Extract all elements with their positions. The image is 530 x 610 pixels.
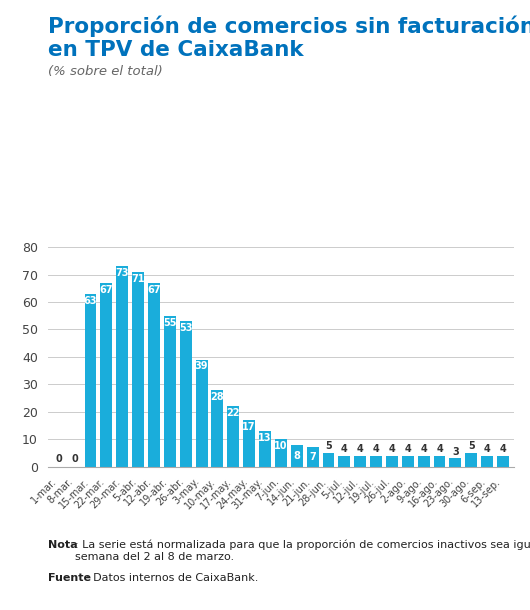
Text: : La serie está normalizada para que la proporción de comercios inactivos sea ig: : La serie está normalizada para que la … (75, 540, 530, 562)
Text: 28: 28 (210, 392, 224, 401)
Bar (307, 448, 319, 467)
Text: 5: 5 (325, 441, 332, 451)
Text: 4: 4 (420, 444, 427, 454)
Text: 13: 13 (258, 433, 272, 443)
Bar (132, 272, 144, 467)
Text: 4: 4 (388, 444, 395, 454)
Bar (481, 456, 493, 467)
Text: 71: 71 (131, 274, 145, 284)
Bar (116, 266, 128, 467)
Text: 39: 39 (195, 362, 208, 371)
Bar (434, 456, 446, 467)
Text: 10: 10 (274, 441, 288, 451)
Bar (449, 459, 461, 467)
Text: 4: 4 (404, 444, 411, 454)
Text: 4: 4 (341, 444, 348, 454)
Bar (85, 294, 96, 467)
Text: 63: 63 (84, 296, 98, 306)
Bar (259, 431, 271, 467)
Text: 17: 17 (242, 422, 256, 432)
Bar (164, 316, 176, 467)
Bar (370, 456, 382, 467)
Text: Nota: Nota (48, 540, 77, 550)
Text: : Datos internos de CaixaBank.: : Datos internos de CaixaBank. (86, 573, 258, 583)
Bar (497, 456, 509, 467)
Text: 22: 22 (226, 408, 240, 418)
Text: 5: 5 (468, 441, 475, 451)
Bar (148, 283, 160, 467)
Bar (323, 453, 334, 467)
Text: 8: 8 (293, 451, 300, 461)
Bar (227, 406, 239, 467)
Text: 4: 4 (500, 444, 506, 454)
Bar (465, 453, 477, 467)
Text: 4: 4 (373, 444, 379, 454)
Text: 55: 55 (163, 318, 176, 328)
Bar (339, 456, 350, 467)
Bar (101, 283, 112, 467)
Bar (196, 360, 208, 467)
Text: 67: 67 (100, 285, 113, 295)
Text: 73: 73 (116, 268, 129, 278)
Bar (386, 456, 398, 467)
Bar (243, 420, 255, 467)
Text: 0: 0 (72, 454, 78, 464)
Text: 4: 4 (484, 444, 490, 454)
Bar (211, 390, 223, 467)
Text: (% sobre el total): (% sobre el total) (48, 65, 163, 78)
Bar (418, 456, 430, 467)
Text: 4: 4 (357, 444, 364, 454)
Text: 7: 7 (309, 452, 316, 462)
Bar (180, 321, 192, 467)
Text: 4: 4 (436, 444, 443, 454)
Bar (402, 456, 414, 467)
Bar (275, 439, 287, 467)
Text: Fuente: Fuente (48, 573, 91, 583)
Text: 53: 53 (179, 323, 192, 333)
Bar (354, 456, 366, 467)
Bar (291, 445, 303, 467)
Text: 0: 0 (56, 454, 62, 464)
Text: 3: 3 (452, 447, 459, 457)
Text: Proporción de comercios sin facturación: Proporción de comercios sin facturación (48, 15, 530, 37)
Text: en TPV de CaixaBank: en TPV de CaixaBank (48, 40, 303, 60)
Text: 67: 67 (147, 285, 161, 295)
